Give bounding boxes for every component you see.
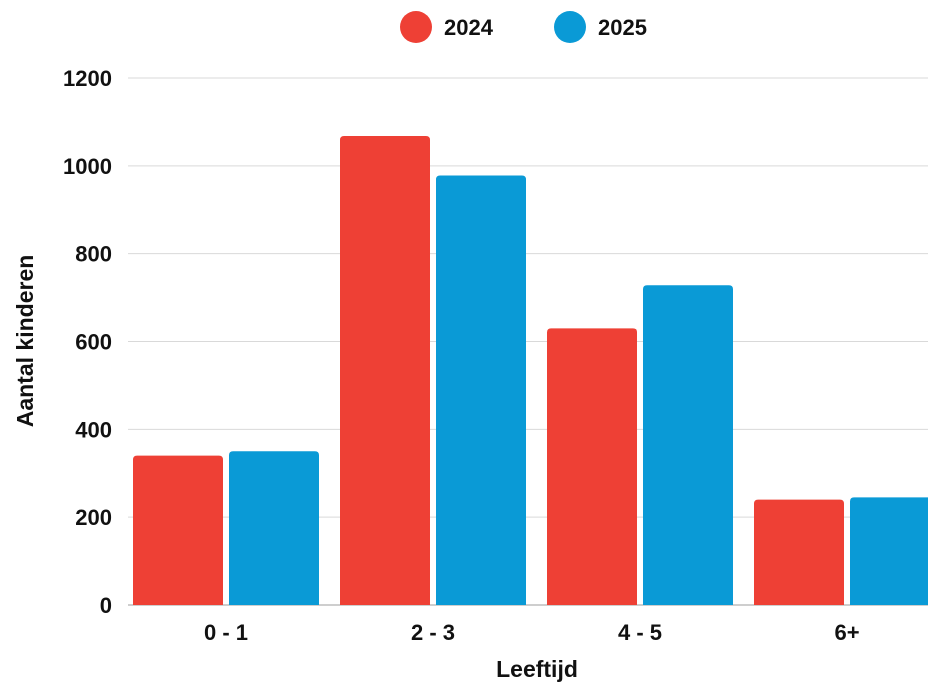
x-axis-ticks: 0 - 1 2 - 3 4 - 5 6+ — [204, 620, 860, 645]
bar-2025-6+ — [850, 497, 928, 605]
bar-2025-4-5 — [643, 285, 733, 605]
legend-marker-2024 — [400, 11, 432, 43]
y-tick-label: 600 — [75, 330, 112, 355]
legend-label-2025: 2025 — [598, 15, 647, 40]
bar-2024-0-1 — [133, 455, 223, 605]
bar-2024-6+ — [754, 499, 844, 605]
y-tick-label: 1000 — [63, 154, 112, 179]
x-tick-label: 2 - 3 — [411, 620, 455, 645]
x-axis-title: Leeftijd — [496, 656, 578, 682]
x-tick-label: 0 - 1 — [204, 620, 248, 645]
bar-2024-4-5 — [547, 328, 637, 605]
legend-marker-2025 — [554, 11, 586, 43]
y-tick-label: 800 — [75, 242, 112, 267]
y-tick-label: 1200 — [63, 66, 112, 91]
legend: 2024 2025 — [400, 11, 647, 43]
bar-2025-0-1 — [229, 451, 319, 605]
x-tick-label: 4 - 5 — [618, 620, 662, 645]
x-tick-label: 6+ — [834, 620, 859, 645]
bars — [133, 135, 928, 605]
y-tick-label: 200 — [75, 505, 112, 530]
bar-2024-2-3 — [340, 135, 430, 605]
y-tick-label: 400 — [75, 417, 112, 442]
y-axis-title: Aantal kinderen — [12, 255, 38, 428]
y-tick-label: 0 — [100, 593, 112, 618]
y-axis-ticks: 0 200 400 600 800 1000 1200 — [63, 66, 112, 618]
legend-label-2024: 2024 — [444, 15, 494, 40]
bar-2025-2-3 — [436, 175, 526, 605]
